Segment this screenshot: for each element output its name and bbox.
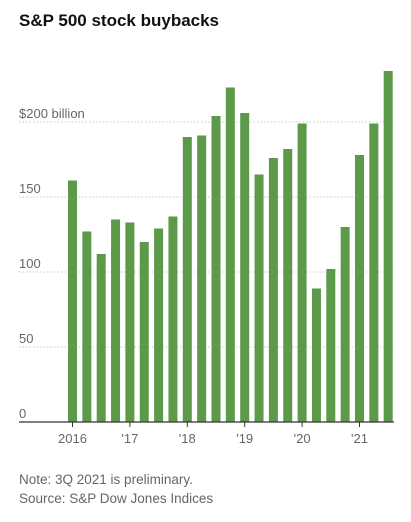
bar [168, 216, 178, 422]
bar [311, 288, 321, 422]
bar [283, 149, 293, 422]
bar [254, 174, 264, 422]
x-axis-labels: 2016 '17 '18 '19 '20 '21 [58, 431, 368, 446]
bar-chart: 0 50 100 150 $200 billion 2016 '17 '18 '19 '20 '2… [19, 71, 394, 446]
notes-block: Note: 3Q 2021 is preliminary. Source: S&… [19, 470, 213, 508]
y-tick-label: 0 [19, 406, 26, 421]
x-tick-label: 2016 [58, 431, 87, 446]
bar [154, 228, 164, 422]
bar [68, 180, 77, 422]
bar [82, 231, 92, 422]
source-text: Source: S&P Dow Jones Indices [19, 491, 214, 506]
chart-title: S&P 500 stock buybacks [19, 11, 220, 30]
bar [125, 222, 135, 422]
y-axis-labels: 0 50 100 150 $200 billion [19, 106, 85, 421]
bar [111, 219, 121, 422]
bar [355, 155, 364, 422]
bar [182, 137, 192, 422]
y-tick-label: $200 billion [19, 106, 85, 121]
bar [225, 87, 235, 422]
bar [369, 123, 379, 422]
x-tick-label: '19 [236, 431, 253, 446]
y-tick-label: 150 [19, 181, 41, 196]
x-tick-label: '21 [351, 431, 368, 446]
bar [340, 227, 350, 422]
y-tick-label: 50 [19, 331, 33, 346]
bar [139, 242, 149, 422]
bar [240, 113, 250, 422]
bars [68, 71, 393, 422]
bar [96, 254, 106, 422]
y-tick-label: 100 [19, 256, 41, 271]
bar [268, 158, 278, 422]
x-axis [19, 421, 394, 427]
bar [211, 116, 221, 422]
x-tick-label: '18 [179, 431, 196, 446]
bar [326, 269, 336, 422]
x-tick-label: '17 [121, 431, 138, 446]
x-tick-label: '20 [294, 431, 311, 446]
bar [197, 135, 207, 422]
bar [383, 71, 393, 422]
bar [297, 123, 307, 422]
note-text: Note: 3Q 2021 is preliminary. [19, 472, 193, 487]
